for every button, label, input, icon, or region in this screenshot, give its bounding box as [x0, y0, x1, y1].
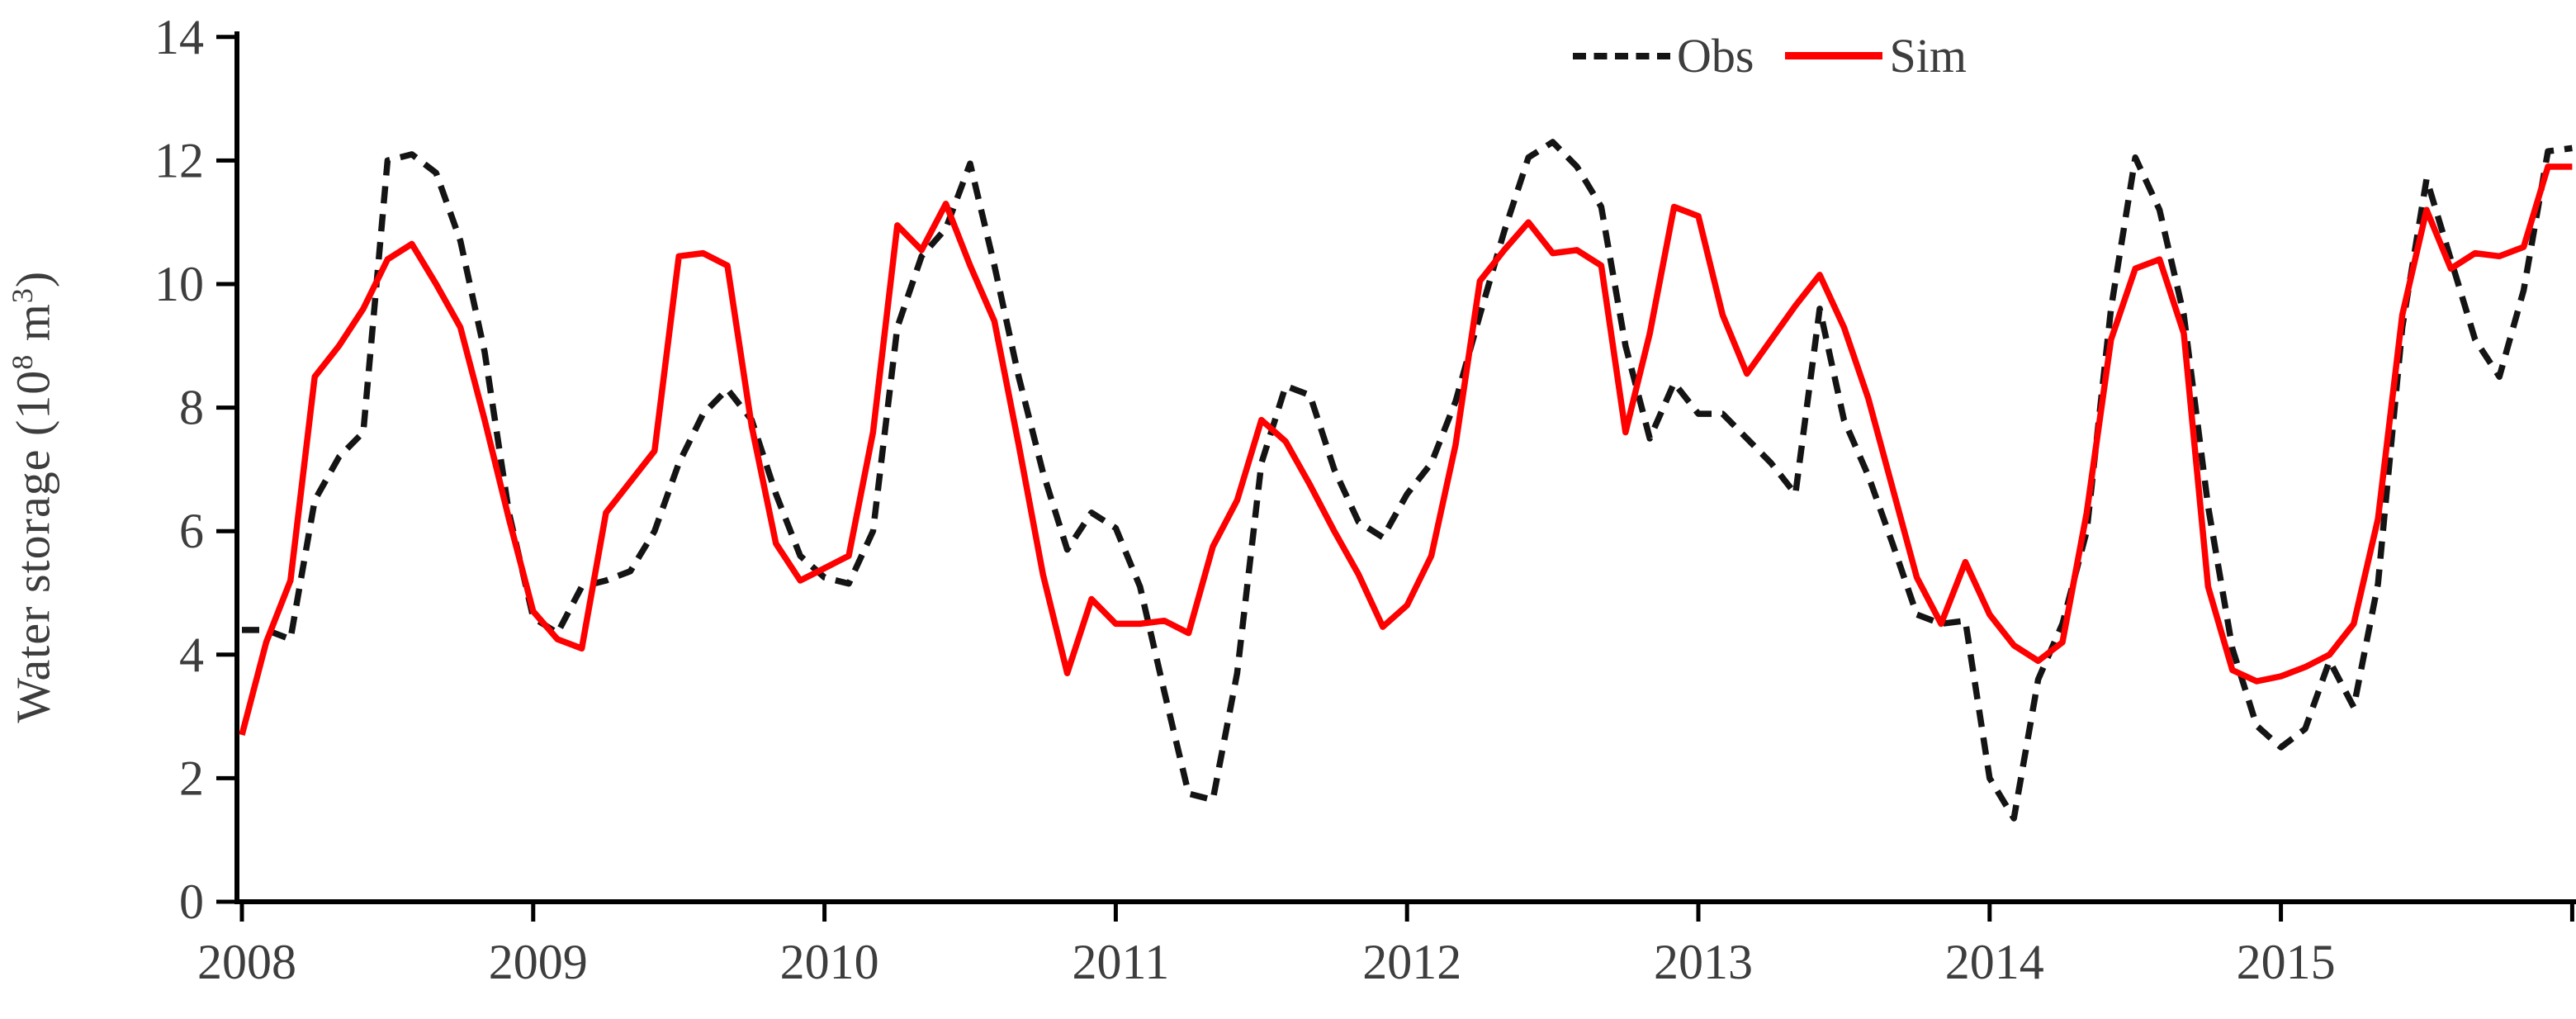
sim-series-line [239, 164, 2573, 736]
y-tick-label: 6 [179, 504, 204, 558]
x-tick-label: 2008 [197, 935, 296, 989]
y-tick-label: 4 [179, 628, 204, 682]
legend-obs-label: Obs [1677, 29, 1754, 83]
x-tick-label: 2014 [1945, 935, 2044, 989]
x-tick-label: 2011 [1073, 935, 1170, 989]
x-tick-label: 2015 [2237, 935, 2336, 989]
y-tick-label: 2 [179, 751, 204, 805]
obs-dashed-line-sample [1573, 52, 1670, 59]
legend-item-obs: Obs [1573, 28, 1754, 83]
legend-sim-label: Sim [1889, 29, 1967, 83]
y-tick-label: 12 [154, 133, 204, 187]
legend: Obs Sim [1573, 28, 1967, 83]
sim-solid-line-sample [1785, 52, 1883, 59]
x-tick-label: 2009 [489, 935, 588, 989]
x-tick-label: 2013 [1654, 935, 1753, 989]
y-axis-title: Water storage (108 m3) [5, 2, 60, 993]
y-tick-label: 0 [179, 874, 204, 929]
x-tick-label: 2010 [780, 935, 879, 989]
x-tick-label: 2012 [1362, 935, 1461, 989]
y-axis-title-text: Water storage (108 m3) [6, 270, 60, 723]
legend-item-sim: Sim [1785, 28, 1967, 83]
y-tick-label: 10 [154, 257, 204, 311]
obs-series-line [242, 139, 2573, 822]
y-tick-label: 14 [154, 10, 204, 64]
y-tick-label: 8 [179, 381, 204, 435]
